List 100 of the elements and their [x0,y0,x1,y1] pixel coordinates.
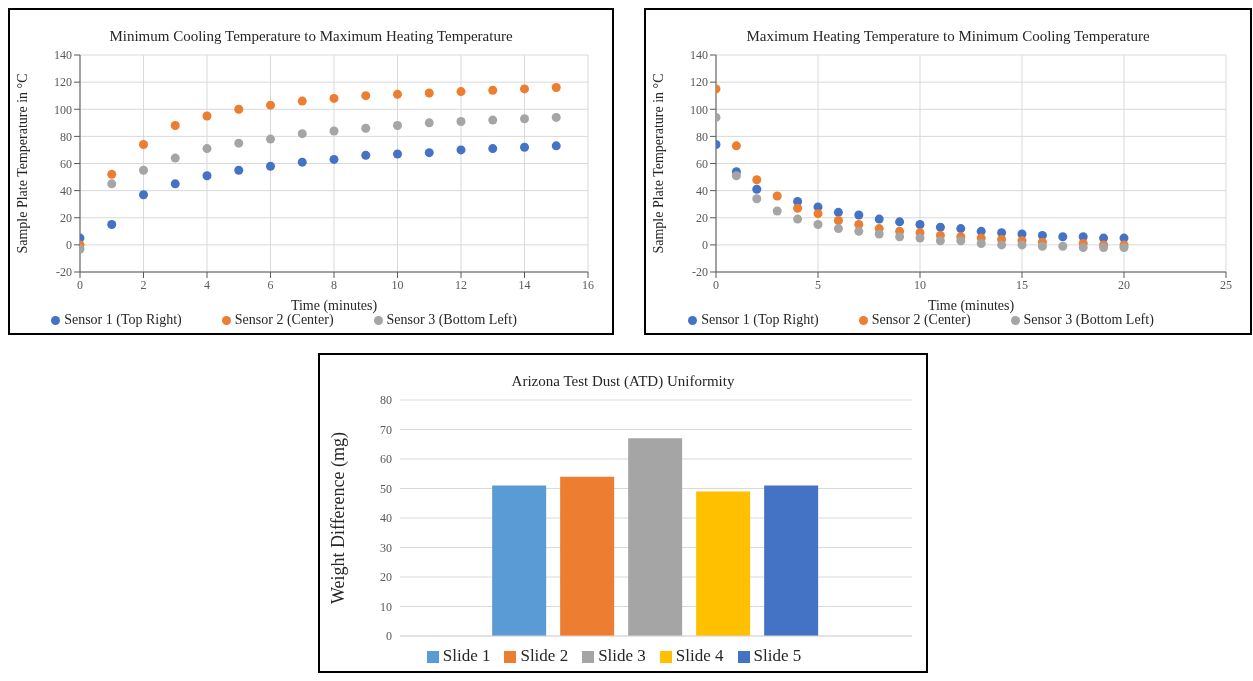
y-axis-title: Sample Plate Temperature in °C [650,73,666,254]
point [752,175,762,185]
y-tick-label: 80 [380,393,392,408]
x-tick-label: 2 [140,277,147,292]
point [793,203,803,213]
legend-label: Slide 5 [753,646,802,665]
point [139,140,148,150]
point [1037,241,1047,251]
point [329,93,339,103]
point [731,171,741,181]
point [833,215,843,225]
y-tick-label: 80 [696,129,708,144]
legend-label: Sensor 2 (Center) [234,312,334,327]
point [854,210,864,220]
point [139,165,148,175]
y-tick-label: 20 [696,211,708,226]
x-axis-title: Time (minutes) [927,298,1015,314]
y-tick-label: 10 [380,599,392,614]
point [935,236,945,246]
point [393,121,402,131]
point [833,224,843,234]
x-tick-label: 16 [582,277,594,292]
point [361,123,371,133]
point [997,240,1007,250]
point [424,88,434,98]
point [752,194,762,204]
point [976,239,986,249]
x-tick-label: 5 [815,277,821,292]
x-tick-label: 4 [204,277,210,292]
x-tick-label: 25 [1220,277,1232,292]
point [895,232,905,242]
y-tick-label: -20 [56,265,72,280]
point [915,233,925,243]
x-tick-label: 20 [1118,277,1130,292]
legend-label: Sensor 3 (Bottom Left) [386,312,517,327]
y-tick-label: 140 [54,48,72,63]
point [361,91,371,101]
point [551,112,561,122]
point [874,214,884,224]
y-tick-label: 80 [60,129,72,144]
point [234,165,244,175]
point [234,104,244,114]
point [170,121,180,131]
point [1078,243,1088,253]
point [935,222,945,232]
point [424,148,434,158]
point [107,220,117,230]
point [361,150,371,160]
bar [628,438,683,636]
point [1058,232,1068,242]
point [915,220,925,230]
point [456,145,466,155]
point [139,190,148,200]
y-tick-label: 0 [702,238,708,253]
point [297,96,307,106]
legend-label: Slide 2 [520,646,569,665]
point [424,118,434,128]
chart-title: Minimum Cooling Temperature to Maximum Heating Temperature [108,28,514,46]
legend-label: Sensor 2 (Center) [871,312,971,327]
point [772,206,782,216]
point [1058,241,1068,251]
y-tick-label: 100 [54,102,72,117]
point [520,114,529,124]
point [297,157,307,167]
y-tick-label: 100 [690,102,708,117]
point [833,207,843,217]
point [956,236,966,246]
point [170,153,180,163]
y-tick-label: 60 [696,156,708,171]
point [488,85,498,95]
x-tick-label: 10 [391,277,404,292]
x-tick-label: 10 [914,277,926,292]
point [813,220,823,230]
point [793,214,803,224]
point [551,83,561,93]
x-axis-title: Time (minutes) [290,298,378,314]
point [551,141,561,151]
point [1017,240,1027,250]
point [895,217,905,227]
x-tick-label: 6 [267,277,274,292]
x-tick-label: 0 [77,277,83,292]
point [456,116,466,126]
y-tick-label: 120 [54,75,72,90]
x-tick-label: 14 [518,277,531,292]
point [854,226,864,236]
bar [560,476,615,636]
bar [764,485,819,636]
point [170,179,180,189]
legend-label: Sensor 1 (Top Right) [64,312,182,327]
y-tick-label: 60 [60,156,72,171]
bar [696,491,751,636]
legend-label: Sensor 3 (Bottom Left) [1023,312,1154,327]
point [266,134,275,144]
y-tick-label: 70 [380,422,392,437]
y-tick-label: 20 [380,570,392,585]
point [202,144,212,154]
point [266,161,275,171]
point [874,229,884,239]
point [202,111,212,121]
x-tick-label: 0 [713,277,719,292]
